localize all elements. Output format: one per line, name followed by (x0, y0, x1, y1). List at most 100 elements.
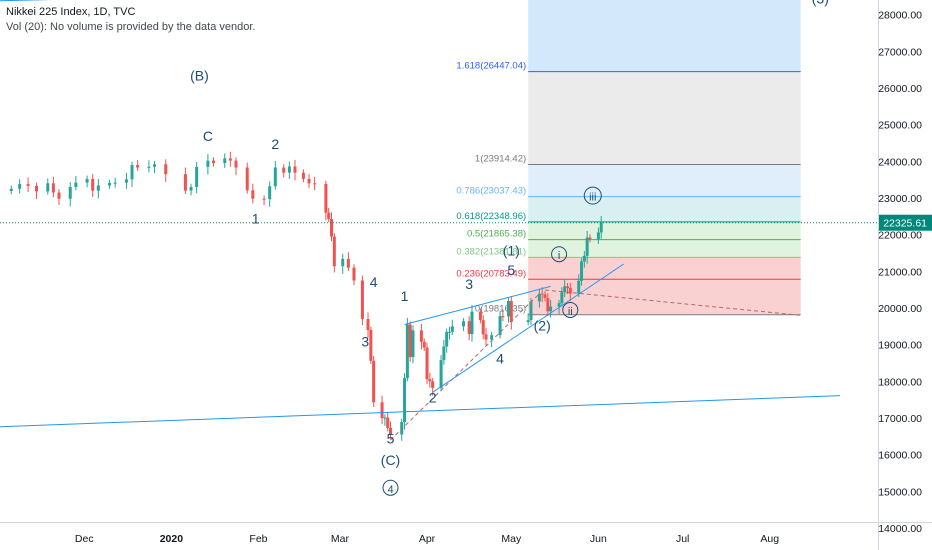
candle (313, 176, 317, 191)
wave-label: 4 (496, 351, 504, 367)
candle-body (324, 184, 328, 213)
candle-body (386, 417, 390, 428)
candle-body (147, 166, 151, 168)
candle (501, 309, 505, 322)
candle-body (223, 158, 227, 164)
candle-body (136, 165, 140, 168)
candle (153, 160, 157, 174)
wave-label: 3 (465, 276, 473, 292)
candle-body (431, 381, 435, 388)
candle-body (282, 167, 286, 173)
candle (372, 355, 376, 407)
candle-body (389, 427, 393, 435)
time-axis: Dec 2020 Feb Mar Apr May Jun Jul Aug (0, 522, 932, 545)
candle (324, 180, 328, 221)
candle-body (287, 166, 291, 173)
candle-body (509, 301, 513, 322)
time-tick-label: Jun (590, 533, 607, 545)
candle-body (549, 306, 553, 312)
candle-body (560, 292, 564, 304)
volume-indicator-label: Vol (20): No volume is provided by the d… (6, 21, 256, 33)
candle (262, 195, 266, 206)
candle (124, 172, 128, 189)
candle-body (588, 237, 592, 240)
fib-level-label: 0.786(23037.43) (456, 186, 526, 197)
candle (447, 326, 451, 340)
candle (439, 355, 443, 392)
candle (287, 161, 291, 179)
candle-body (293, 166, 297, 173)
candle-body (251, 190, 255, 199)
wave-label-text: 3 (465, 276, 473, 292)
candle-body (46, 183, 50, 192)
candle (234, 157, 238, 176)
candle (467, 316, 471, 341)
candle-body (506, 301, 510, 317)
candle-body (425, 347, 429, 380)
candle-body (153, 164, 157, 167)
candle-body (383, 417, 387, 419)
fib-band (528, 257, 801, 280)
candle-body (327, 212, 331, 219)
candle (560, 287, 564, 307)
candle-body (26, 184, 30, 186)
fib-band (528, 0, 801, 72)
price-tick-label: 14000.00 (878, 523, 922, 535)
candle (212, 157, 216, 167)
candle-body (9, 188, 13, 192)
wave-label: 2 (429, 390, 437, 406)
candle-body (113, 182, 117, 184)
candle-body (262, 198, 266, 200)
candle (546, 293, 550, 317)
candle (380, 395, 384, 425)
candle-body (273, 167, 277, 187)
candle-body (501, 316, 505, 318)
candle (577, 274, 581, 297)
candle (526, 313, 530, 326)
candle-body (183, 174, 187, 191)
candle (341, 253, 345, 274)
wave-label: (1) (503, 243, 520, 259)
candle-body (445, 331, 449, 347)
candle (352, 264, 356, 286)
candle-body (537, 293, 541, 302)
candle (386, 412, 390, 432)
candle-body (74, 182, 78, 187)
wave-label: 2 (271, 136, 279, 152)
candle-body (568, 287, 572, 294)
candle (68, 182, 72, 207)
wave-label-text: i (558, 250, 560, 262)
candle (405, 317, 409, 382)
price-tick-label: 15000.00 (878, 486, 922, 498)
wave-label-text: 2 (429, 390, 437, 406)
wave-label-circle (382, 479, 399, 496)
candle-body (419, 330, 423, 342)
candle (369, 326, 373, 365)
price-tick-label: 21000.00 (878, 266, 922, 278)
candle-body (352, 267, 356, 281)
candle-body (490, 335, 494, 340)
candle-body (91, 178, 95, 191)
wave-label-text: 1 (401, 288, 409, 304)
candle-body (543, 294, 547, 299)
candle (108, 179, 112, 189)
candle (568, 282, 572, 302)
candle (403, 373, 407, 430)
price-tick-label: 20000.00 (878, 303, 922, 315)
wave-label: (C) (381, 452, 400, 468)
candle-body (228, 158, 232, 161)
candle (389, 421, 393, 440)
wave-label-text: C (203, 128, 213, 144)
candle (470, 305, 474, 342)
candle-body (360, 280, 364, 319)
fib-level-label: 0.5(21865.38) (467, 229, 526, 240)
candles (9, 151, 603, 441)
time-tick-label: May (501, 533, 522, 545)
candle (585, 231, 589, 264)
price-axis: 14000.00 15000.00 16000.00 17000.00 18000.00… (878, 0, 932, 550)
trendline (0, 395, 841, 428)
candle (411, 325, 415, 364)
price-tick-label: 17000.00 (878, 413, 922, 425)
candle (164, 159, 168, 182)
